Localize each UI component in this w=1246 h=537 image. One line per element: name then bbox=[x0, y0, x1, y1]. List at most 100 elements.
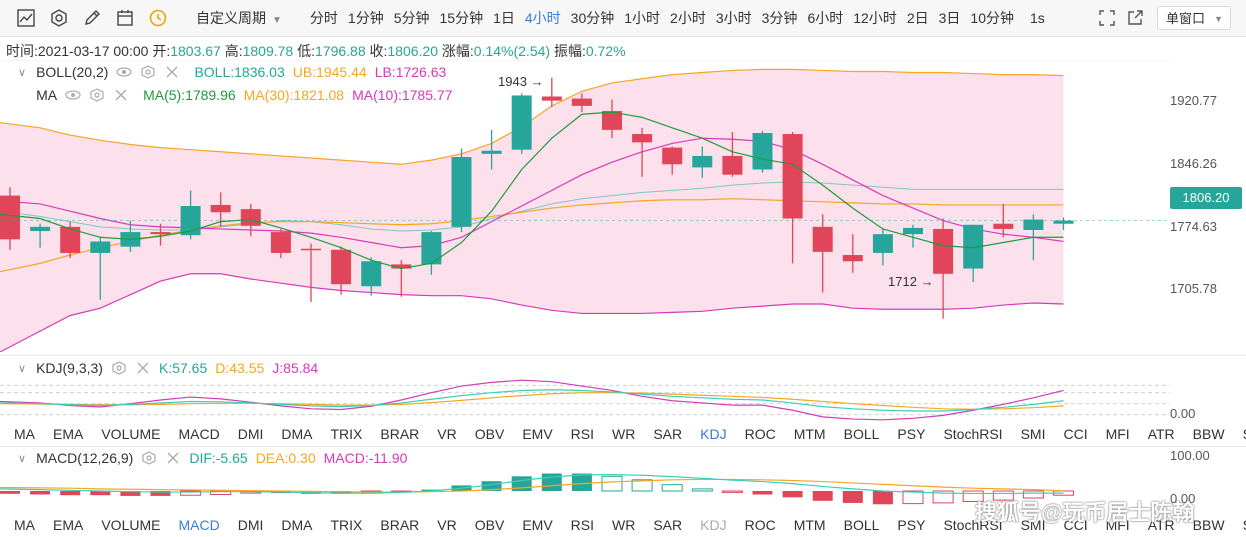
indicator-tab-boll[interactable]: BOLL bbox=[843, 517, 880, 533]
settings-icon[interactable] bbox=[89, 88, 105, 102]
interval-1d[interactable]: 1日 bbox=[493, 10, 515, 26]
line-chart-icon[interactable] bbox=[16, 8, 36, 28]
interval-1h[interactable]: 1小时 bbox=[624, 10, 661, 26]
chevron-down-icon[interactable]: ∨ bbox=[18, 362, 27, 375]
interval-5m[interactable]: 5分钟 bbox=[393, 10, 430, 26]
settings-icon[interactable] bbox=[111, 361, 127, 375]
chevron-down-icon[interactable]: ∨ bbox=[18, 66, 27, 79]
settings-icon[interactable] bbox=[140, 65, 156, 79]
indicator-tab-volume[interactable]: VOLUME bbox=[101, 426, 161, 442]
interval-3m[interactable]: 3分钟 bbox=[761, 10, 798, 26]
indicator-tab-emv[interactable]: EMV bbox=[522, 517, 553, 533]
candle-body bbox=[481, 150, 502, 154]
indicator-tab-trix[interactable]: TRIX bbox=[330, 426, 363, 442]
indicator-tab-roc[interactable]: ROC bbox=[744, 517, 776, 533]
indicator-tab-stochrsi[interactable]: StochRSI bbox=[943, 517, 1003, 533]
indicator-tab-skdj[interactable]: SKDJ bbox=[1243, 517, 1246, 533]
indicator-tab-mtm[interactable]: MTM bbox=[793, 517, 826, 533]
indicator-tab-boll[interactable]: BOLL bbox=[843, 426, 880, 442]
indicator-tab-ma[interactable]: MA bbox=[14, 426, 35, 442]
candlestick-chart[interactable] bbox=[0, 60, 1170, 352]
indicator-tab-smi[interactable]: SMI bbox=[1020, 426, 1046, 442]
indicator-tab-cci[interactable]: CCI bbox=[1063, 426, 1088, 442]
indicator-tab-ma[interactable]: MA bbox=[14, 517, 35, 533]
calendar-icon[interactable] bbox=[115, 8, 135, 28]
interval-6h[interactable]: 6小时 bbox=[807, 10, 844, 26]
macd-hist-bar bbox=[842, 491, 863, 503]
indicator-tab-trix[interactable]: TRIX bbox=[330, 517, 363, 533]
indicator-tab-macd[interactable]: MACD bbox=[178, 426, 220, 442]
interval-fenshi[interactable]: 分时 bbox=[309, 10, 338, 26]
candle-body bbox=[361, 261, 382, 287]
indicator-tab-ema[interactable]: EMA bbox=[53, 517, 84, 533]
interval-3h[interactable]: 3小时 bbox=[715, 10, 752, 26]
close-icon[interactable] bbox=[164, 65, 180, 79]
indicator-tab-atr[interactable]: ATR bbox=[1147, 517, 1175, 533]
interval-2d[interactable]: 2日 bbox=[906, 10, 929, 26]
indicator-tab-obv[interactable]: OBV bbox=[474, 426, 505, 442]
indicator-tab-macd[interactable]: MACD bbox=[178, 517, 220, 533]
window-mode-select[interactable]: 单窗口 ▼ bbox=[1157, 6, 1231, 30]
indicator-tab-mtm[interactable]: MTM bbox=[793, 426, 826, 442]
interval-3d[interactable]: 3日 bbox=[938, 10, 961, 26]
interval-10m[interactable]: 10分钟 bbox=[970, 10, 1014, 26]
indicator-tab-sar[interactable]: SAR bbox=[653, 426, 683, 442]
time-label: 时间: bbox=[6, 43, 38, 59]
indicator-tab-stochrsi[interactable]: StochRSI bbox=[943, 426, 1003, 442]
indicator-tab-emv[interactable]: EMV bbox=[522, 426, 553, 442]
pencil-icon[interactable] bbox=[82, 8, 102, 28]
close-icon[interactable] bbox=[113, 88, 129, 102]
indicator-tab-volume[interactable]: VOLUME bbox=[101, 517, 161, 533]
close-icon[interactable] bbox=[165, 451, 181, 465]
indicator-tab-rsi[interactable]: RSI bbox=[570, 517, 595, 533]
indicator-tab-bbw[interactable]: BBW bbox=[1192, 517, 1225, 533]
indicator-tab-atr[interactable]: ATR bbox=[1147, 426, 1175, 442]
chevron-down-icon[interactable]: ∨ bbox=[18, 452, 27, 465]
indicator-tab-psy[interactable]: PSY bbox=[897, 426, 926, 442]
indicator-tab-dmi[interactable]: DMI bbox=[237, 426, 264, 442]
indicator-tab-dma[interactable]: DMA bbox=[281, 517, 313, 533]
settings-icon[interactable] bbox=[141, 451, 157, 465]
indicator-tab-wr[interactable]: WR bbox=[612, 426, 636, 442]
settings-icon[interactable] bbox=[49, 8, 69, 28]
indicator-tab-skdj[interactable]: SKDJ bbox=[1243, 426, 1246, 442]
kdj-chart[interactable] bbox=[0, 378, 1170, 422]
close-icon[interactable] bbox=[135, 361, 151, 375]
indicator-tab-mfi[interactable]: MFI bbox=[1105, 426, 1130, 442]
indicator-tab-rsi[interactable]: RSI bbox=[570, 426, 595, 442]
eye-icon[interactable] bbox=[65, 88, 81, 102]
indicator-tab-kdj[interactable]: KDJ bbox=[700, 517, 727, 533]
interval-1m[interactable]: 1分钟 bbox=[347, 10, 384, 26]
macd-chart[interactable] bbox=[0, 470, 1170, 512]
indicator-tab-kdj[interactable]: KDJ bbox=[700, 426, 727, 442]
indicator-tab-brar[interactable]: BRAR bbox=[380, 517, 420, 533]
interval-1s[interactable]: 1s bbox=[1029, 10, 1045, 26]
indicator-tab-cci[interactable]: CCI bbox=[1063, 517, 1088, 533]
indicator-tab-dma[interactable]: DMA bbox=[281, 426, 313, 442]
indicator-tab-vr[interactable]: VR bbox=[437, 517, 457, 533]
eye-icon[interactable] bbox=[116, 65, 133, 79]
kdj-legend: ∨ KDJ(9,3,3) K:57.65 D:43.55 J:85.84 bbox=[18, 360, 318, 376]
indicator-tab-obv[interactable]: OBV bbox=[474, 517, 505, 533]
indicator-tab-dmi[interactable]: DMI bbox=[237, 517, 264, 533]
indicator-tab-vr[interactable]: VR bbox=[437, 426, 457, 442]
indicator-tab-psy[interactable]: PSY bbox=[897, 517, 926, 533]
detach-window-icon[interactable] bbox=[1126, 9, 1144, 27]
indicator-tab-roc[interactable]: ROC bbox=[744, 426, 776, 442]
custom-period-dropdown[interactable]: 自定义周期 ▼ bbox=[196, 8, 292, 28]
indicator-tab-bbw[interactable]: BBW bbox=[1192, 426, 1225, 442]
indicator-tab-mfi[interactable]: MFI bbox=[1105, 517, 1130, 533]
interval-4h[interactable]: 4小时 bbox=[524, 10, 561, 26]
boll-upper-line bbox=[0, 68, 1064, 165]
interval-12h[interactable]: 12小时 bbox=[853, 10, 897, 26]
interval-2h[interactable]: 2小时 bbox=[670, 10, 706, 26]
fullscreen-icon[interactable] bbox=[1098, 9, 1116, 27]
indicator-tab-wr[interactable]: WR bbox=[612, 517, 636, 533]
indicator-tab-sar[interactable]: SAR bbox=[653, 517, 683, 533]
clock-icon[interactable] bbox=[148, 8, 168, 28]
interval-15m[interactable]: 15分钟 bbox=[439, 10, 484, 26]
interval-30m[interactable]: 30分钟 bbox=[570, 10, 615, 26]
indicator-tab-smi[interactable]: SMI bbox=[1020, 517, 1046, 533]
indicator-tab-brar[interactable]: BRAR bbox=[380, 426, 420, 442]
indicator-tab-ema[interactable]: EMA bbox=[53, 426, 84, 442]
